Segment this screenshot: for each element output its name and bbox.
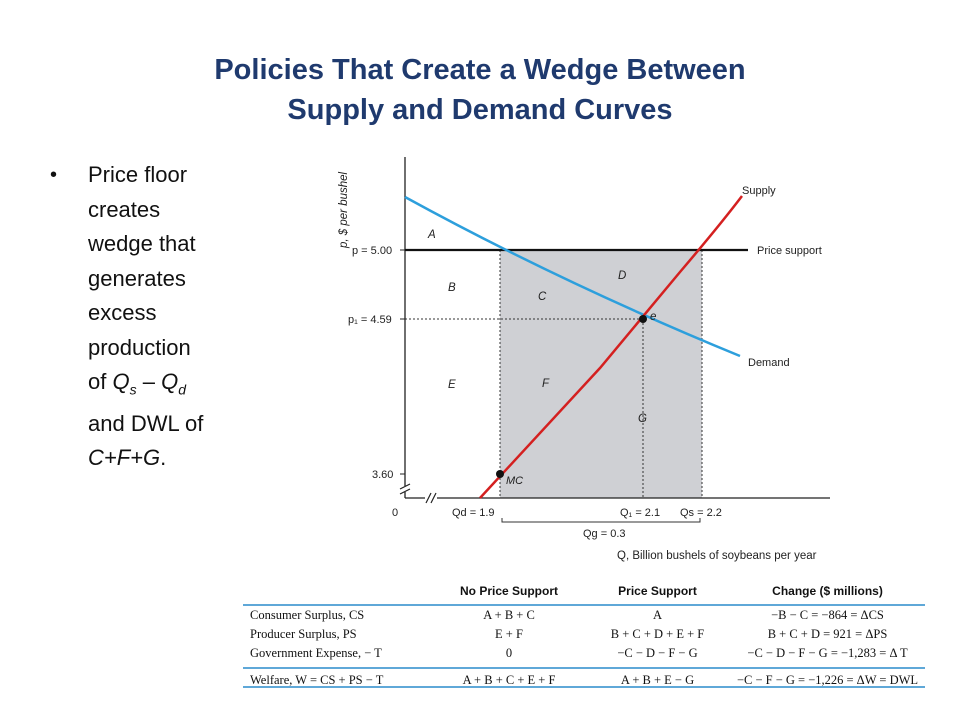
equilibrium-point-e (639, 315, 647, 323)
bullet-line: Price floor (88, 162, 188, 187)
slide-title: Policies That Create a Wedge Between Sup… (0, 50, 960, 130)
table-row: Consumer Surplus, CS A + B + C A −B − C … (243, 605, 925, 625)
y-axis-break-1 (399, 483, 411, 490)
area-label-g: G (638, 413, 647, 425)
surplus-table: No Price Support Price Support Change ($… (243, 578, 925, 691)
table-cell: Producer Surplus, PS (250, 627, 357, 641)
supply-curve (479, 195, 743, 499)
bullet-line: wedge that (88, 231, 196, 256)
table-cell: −C − F − G = −1,226 = ΔW = DWL (730, 667, 925, 691)
bullet-line: and DWL of (88, 410, 204, 436)
bullet-line: generates (88, 265, 186, 291)
tick-label-p1: p₁ = 4.59 (348, 314, 392, 326)
table-cell: 0 (505, 646, 513, 660)
point-label-e: e (650, 311, 656, 323)
demand-label: Demand (748, 357, 790, 369)
table-header: Change ($ millions) (730, 578, 925, 606)
title-line-2: Supply and Demand Curves (287, 94, 673, 126)
qg-bracket (501, 518, 701, 523)
table-header: Price Support (585, 578, 730, 606)
area-label-d: D (618, 270, 626, 282)
table-cell: −C − D − F − G (617, 646, 698, 660)
tick-label-qg: Qg = 0.3 (583, 528, 626, 540)
table-row: Government Expense, − T 0 −C − D − F − G… (243, 644, 925, 668)
area-label-c: C (538, 291, 547, 303)
bullet-line-dwl: C+F+G. (88, 445, 167, 471)
demand-curve (404, 195, 741, 358)
table-header (243, 578, 433, 606)
price-support-graph: p, $ per bushel Q, Billion bushels of so… (338, 157, 830, 562)
price-support-label: Price support (757, 245, 822, 257)
table-cell: Government Expense, − T (250, 646, 382, 660)
tick-label-origin: 0 (392, 507, 398, 519)
tick-label-qd: Qd = 1.9 (452, 507, 495, 519)
table-header: No Price Support (433, 578, 585, 606)
tick-label-p-support: p = 5.00 (352, 245, 392, 257)
table-cell: B + C + D = 921 = ΔPS (767, 627, 888, 641)
x-axis-break-1 (425, 492, 432, 504)
tick-label-q1: Q₁ = 2.1 (620, 507, 660, 519)
x-axis-label: Q, Billion bushels of soybeans per year (617, 550, 817, 562)
bullet-text: Price floor creates wedge that generates… (88, 158, 248, 476)
point-label-mc: MC (506, 475, 523, 487)
table-header-row: No Price Support Price Support Change ($… (243, 578, 925, 606)
bullet-dot-icon: • (50, 164, 58, 186)
mc-point (496, 470, 504, 478)
area-label-e: E (448, 379, 456, 391)
y-axis-break-2 (399, 488, 411, 495)
table-cell: Consumer Surplus, CS (250, 608, 365, 622)
area-label-f: F (542, 378, 550, 390)
table-cell: A (652, 608, 663, 622)
table-cell: −C − D − F − G = −1,283 = Δ T (747, 646, 908, 660)
table-bottom-rule (243, 686, 925, 688)
supply-label: Supply (742, 185, 776, 197)
tick-label-qs: Qs = 2.2 (680, 507, 722, 519)
table-cell: E + F (495, 627, 523, 641)
table-cell: −B − C = −864 = ΔCS (771, 608, 884, 622)
tick-label-360: 3.60 (372, 469, 393, 481)
area-label-b: B (448, 282, 456, 294)
bullet-line: creates (88, 196, 161, 222)
area-label-a: A (427, 229, 436, 241)
table-cell: A + B + C (483, 608, 535, 622)
table-cell: B + C + D + E + F (610, 627, 705, 641)
title-line-1: Policies That Create a Wedge Between (214, 54, 746, 86)
x-axis-break-2 (430, 492, 437, 504)
table-row: Producer Surplus, PS E + F B + C + D + E… (243, 625, 925, 644)
wedge-area (500, 250, 702, 498)
bullet-line: production (88, 334, 191, 360)
bullet-line-quantity: of Qs – Qd (88, 369, 186, 398)
bullet-line: excess (88, 300, 157, 325)
y-axis-label: p, $ per bushel (338, 171, 350, 249)
